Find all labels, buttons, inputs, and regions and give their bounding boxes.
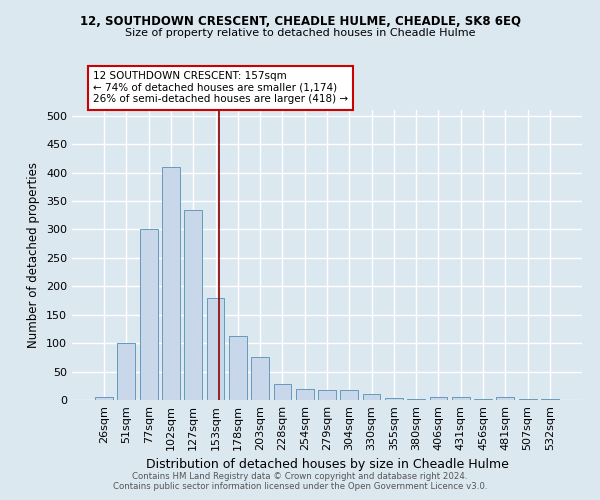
Y-axis label: Number of detached properties: Number of detached properties <box>28 162 40 348</box>
Bar <box>496 397 514 400</box>
Text: Contains HM Land Registry data © Crown copyright and database right 2024.: Contains HM Land Registry data © Crown c… <box>132 472 468 481</box>
Text: 12, SOUTHDOWN CRESCENT, CHEADLE HULME, CHEADLE, SK8 6EQ: 12, SOUTHDOWN CRESCENT, CHEADLE HULME, C… <box>79 15 521 28</box>
Bar <box>296 388 314 400</box>
X-axis label: Distribution of detached houses by size in Cheadle Hulme: Distribution of detached houses by size … <box>146 458 508 471</box>
Bar <box>118 343 136 400</box>
Bar <box>184 210 202 400</box>
Bar <box>95 397 113 400</box>
Bar <box>251 358 269 400</box>
Bar <box>452 397 470 400</box>
Bar <box>206 298 224 400</box>
Bar <box>407 399 425 400</box>
Bar <box>140 230 158 400</box>
Bar <box>385 398 403 400</box>
Bar <box>229 336 247 400</box>
Bar <box>274 384 292 400</box>
Text: Contains public sector information licensed under the Open Government Licence v3: Contains public sector information licen… <box>113 482 487 491</box>
Text: Size of property relative to detached houses in Cheadle Hulme: Size of property relative to detached ho… <box>125 28 475 38</box>
Text: 12 SOUTHDOWN CRESCENT: 157sqm
← 74% of detached houses are smaller (1,174)
26% o: 12 SOUTHDOWN CRESCENT: 157sqm ← 74% of d… <box>93 71 348 104</box>
Bar <box>340 390 358 400</box>
Bar <box>318 390 336 400</box>
Bar <box>362 394 380 400</box>
Bar <box>162 167 180 400</box>
Bar <box>541 399 559 400</box>
Bar <box>430 397 448 400</box>
